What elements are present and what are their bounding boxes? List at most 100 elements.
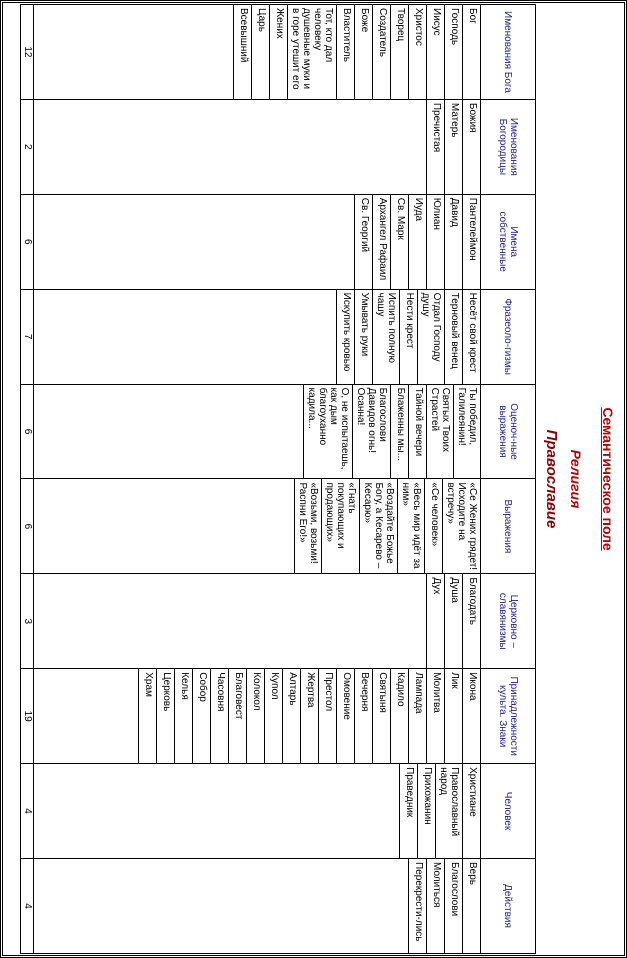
cell-item: Лик [444,669,462,764]
count-cell: 4 [20,763,34,859]
cell-item: Жених [269,5,287,99]
count-cell: 7 [20,289,34,385]
table: Именования Бога Именования Богородицы Имен… [20,4,536,954]
title: Семантическое поле [600,407,616,551]
cell-item: Нести крест [399,289,417,384]
body-row: Бог Господь Иисус Христос Творец Создатель Бож… [33,4,481,954]
column-header: Именования Бога [480,4,536,100]
count-cell: 6 [20,478,34,574]
cell-item: Властитель [336,5,354,99]
subtitle: Религия [568,449,584,509]
cell-item: Благодать [462,574,480,669]
column-header: Принадлежности культа. Знаки [480,668,536,764]
cell-item: Церковь [156,669,174,764]
column-cell: Икона Лик Молитва Лампада Кадило Святыня Вечер… [33,668,481,764]
column-cell: Ты победил, Галилеянин! Святых Твоих Стра… [33,384,481,479]
cell-item: Лампада [408,669,426,764]
cell-item: Молитва [426,669,444,764]
cell-item: Дух [426,574,444,669]
cell-item: Пречистая [426,99,444,194]
cell-item: Храм [138,669,156,764]
cell-item: Праведник [399,764,417,859]
cell-item: Благослови [444,859,462,953]
cell-item: Господь [444,5,462,99]
count-cell: 3 [20,573,34,669]
cell-item: Творец [390,5,408,99]
cell-item: Кадило [390,669,408,764]
cell-item: Испить полную чашу [372,289,399,384]
cell-item: Святыня [372,669,390,764]
cell-item: Тот, кто дал человеку душевные муки и в … [287,5,336,99]
cell-item: Боже [354,5,372,99]
cell-item: «Весь мир идёт за ним» [397,479,424,574]
cell-item: Блаженны мы... [390,384,408,479]
cell-item: Вечерня [354,669,372,764]
cell-item: Молиться [426,859,444,953]
cell-item: Омовение [336,669,354,764]
cell-item: Православный народ [435,764,462,859]
cell-item: Искупить кровью [336,289,354,384]
column-header: Церковно – славянизмы [480,573,536,669]
cell-item: Перекрести-лись [408,859,426,953]
column-header: Фразеоло-гизмы [480,289,536,385]
cell-item: Всевышний [233,5,251,99]
cell-item: Колокол [246,669,264,764]
cell-item: Собор [192,669,210,764]
cell-item: Тайной вечери [408,384,426,479]
count-cell: 6 [20,194,34,290]
cell-item: Царь [251,5,269,99]
cell-item: Матерь [444,99,462,194]
cell-item: Верь [462,859,480,953]
cell-item: Благослови Давидов огнь! Осанна! [352,384,390,479]
cell-item: Святых Твоих Страстей [426,384,453,479]
cell-item: Давид [444,194,462,289]
cell-item: Иуда [408,194,426,289]
column-cell: Верь Благослови Молиться Перекрести-лись [33,858,481,954]
cell-item: Бог [462,5,480,99]
cell-item: Жертва [300,669,318,764]
column-header: Именования Богородицы [480,99,536,195]
column-header: Человек [480,763,536,859]
column-header: Выражения [480,478,536,574]
column-cell: Божия Матерь Пречистая [33,99,481,195]
cell-item: Алтарь [282,669,300,764]
column-header: Действия [480,858,536,954]
cell-item: Умывать руки [354,289,372,384]
cell-item: Иисус [426,5,444,99]
cell-item: Прихожанин [417,764,435,859]
cell-item: Юлиан [426,194,444,289]
column-cell: Пантелеймон Давид Юлиан Иуда Св. Марк Арханге… [33,194,481,290]
cell-item: «Се Жених грядет! Исходите на встречу» [442,479,480,574]
cell-item: Христианe [462,764,480,859]
cell-item: Отдал Господу душу [417,289,444,384]
cell-item: «Се человек» [424,479,442,574]
column-header: Имена собственные [480,194,536,290]
cell-item: Келья [174,669,192,764]
column-cell: Христианe Православный народ Прихожанин Пра… [33,763,481,859]
cell-item: Престол [318,669,336,764]
cell-item: Терновый венец [444,289,462,384]
count-cell: 4 [20,858,34,954]
cell-item: Архангел Рафаил [372,194,390,289]
cell-item: Душа [444,574,462,669]
cell-item: Св. Георгий [354,194,372,289]
cell-item: «Возьми, возьми! Распни Его!» [294,479,321,574]
cell-item: «Воздайте Божье Богу, а Кесарево – Кесар… [359,479,397,574]
count-cell: 2 [20,99,34,195]
cell-item: Создатель [372,5,390,99]
cell-item: Христос [408,5,426,99]
count-cell: 19 [20,668,34,764]
cell-item: «Гнать покупающих и продающих» [321,479,359,574]
column-cell: «Се Жених грядет! Исходите на встречу» «С… [33,478,481,574]
header-row: Именования Бога Именования Богородицы Имен… [480,4,536,954]
count-cell: 6 [20,384,34,479]
cell-item: Несёт свой крест [462,289,480,384]
cell-item: О, не испытаешь, как дым благоуханно кад… [303,384,352,479]
cell-item: Пантелеймон [462,194,480,289]
column-cell: Благодать Душа Дух [33,573,481,669]
cell-item: Икона [462,669,480,764]
cell-item: Купол [264,669,282,764]
column-cell: Бог Господь Иисус Христос Творец Создатель Бож… [33,4,481,100]
section: Православие [543,429,560,529]
